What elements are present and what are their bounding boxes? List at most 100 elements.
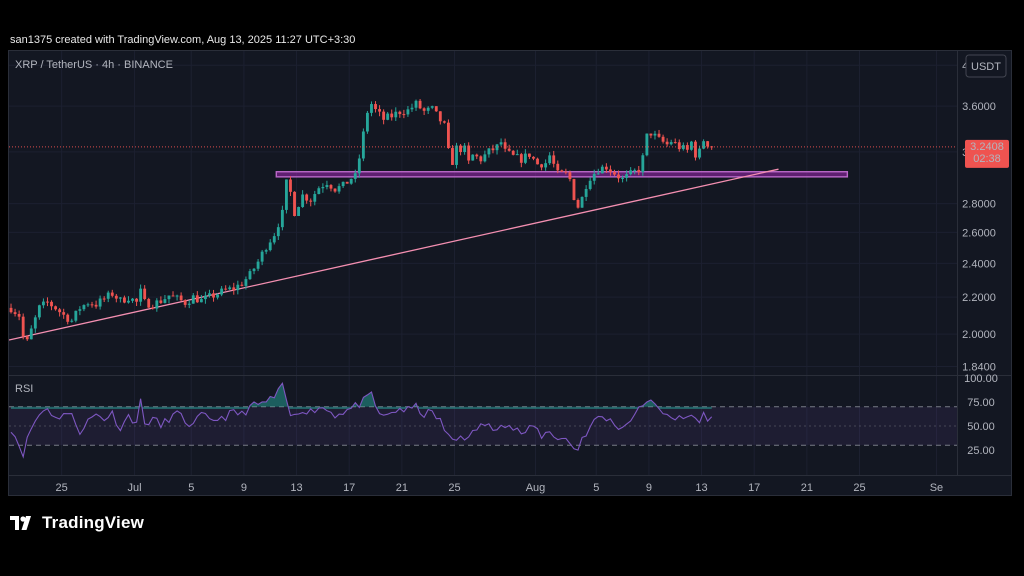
price-axis[interactable]: 4.00003.60003.20002.80002.60002.40002.20… <box>962 60 996 373</box>
rsi-pane <box>9 382 957 459</box>
candle-body <box>297 206 300 216</box>
candle-body <box>90 304 94 306</box>
candle-body <box>625 174 629 178</box>
candle-body <box>374 104 377 110</box>
candle-body <box>475 154 479 157</box>
candle-body <box>463 145 467 152</box>
candle-body <box>394 111 398 118</box>
candle-body <box>706 141 710 147</box>
grid-lines <box>9 51 957 475</box>
candle-body <box>147 299 151 308</box>
price-tick-8: 1.8400 <box>962 361 996 373</box>
candle-body <box>685 145 689 150</box>
candle-body <box>293 191 296 216</box>
chart-svg[interactable]: 4.00003.60003.20002.80002.60002.40002.20… <box>9 51 1011 495</box>
candle-body <box>673 142 677 144</box>
candle-body <box>515 154 519 156</box>
candle-body <box>325 185 329 188</box>
candle-body <box>33 317 37 329</box>
candle-body <box>430 106 434 108</box>
candle-body <box>94 304 98 307</box>
price-badge: 3.2408 02:38 <box>965 139 1009 168</box>
candle-body <box>42 301 45 306</box>
candle-body <box>661 136 665 142</box>
candle-body <box>114 295 118 299</box>
candle-body <box>195 295 199 303</box>
rsi-tick-2: 50.00 <box>967 421 995 433</box>
price-tick-5: 2.4000 <box>962 258 996 270</box>
time-tick-1: Jul <box>128 482 142 494</box>
candle-body <box>451 148 454 165</box>
candle-body <box>637 169 641 173</box>
candle-body <box>390 113 394 118</box>
symbol-title[interactable]: XRP / TetherUS · 4h · BINANCE <box>15 59 173 71</box>
candle-body <box>333 188 337 192</box>
candle-body <box>649 133 653 136</box>
candle-body <box>669 142 673 145</box>
candle-body <box>552 155 556 164</box>
rsi-tick-3: 25.00 <box>967 445 995 457</box>
candle-body <box>224 288 228 290</box>
candle-body <box>317 188 321 195</box>
candle-body <box>341 181 345 187</box>
candle-body <box>256 261 260 269</box>
candle-body <box>398 111 402 115</box>
trendline <box>9 168 779 341</box>
candle-body <box>564 171 568 173</box>
rsi-label[interactable]: RSI <box>15 383 33 395</box>
candle-body <box>98 298 102 307</box>
price-badge-countdown: 02:38 <box>973 153 1001 165</box>
candle-body <box>503 142 507 149</box>
candle-body <box>78 309 82 311</box>
currency-button[interactable]: USDT <box>965 54 1007 78</box>
candle-body <box>694 141 697 158</box>
candle-body <box>240 284 244 286</box>
candle-body <box>321 187 325 189</box>
candle-body <box>216 294 219 298</box>
candle-body <box>361 131 365 159</box>
candle-body <box>633 169 637 171</box>
candle-body <box>131 298 134 301</box>
candle-body <box>232 287 236 291</box>
candle-body <box>434 106 438 112</box>
chart-frame[interactable]: 4.00003.60003.20002.80002.60002.40002.20… <box>8 50 1012 496</box>
candle-body <box>447 122 450 149</box>
candle-body <box>118 297 122 299</box>
candle-body <box>467 145 471 161</box>
candle-body <box>191 295 195 304</box>
time-tick-4: 13 <box>290 482 302 494</box>
candle-body <box>426 107 430 111</box>
candle-body <box>479 156 483 162</box>
rsi-line <box>10 382 713 459</box>
candle-body <box>621 177 624 179</box>
rsi-axis[interactable]: 100.00 75.00 50.00 25.00 <box>964 373 998 457</box>
candle-body <box>248 271 252 280</box>
candle-body <box>204 295 207 300</box>
candle-body <box>21 316 25 337</box>
candle-body <box>536 158 539 165</box>
tradingview-logo[interactable]: TradingView <box>10 513 144 533</box>
candle-body <box>378 109 381 112</box>
candle-body <box>29 328 33 340</box>
candle-body <box>507 148 511 151</box>
candle-body <box>519 154 523 163</box>
candle-body <box>604 166 608 170</box>
candle-body <box>544 163 548 168</box>
candle-body <box>698 148 701 158</box>
time-tick-14: 25 <box>853 482 865 494</box>
candle-body <box>280 209 284 228</box>
time-tick-3: 9 <box>241 482 247 494</box>
candle-body <box>572 179 576 200</box>
candle-body <box>337 186 341 192</box>
candle-body <box>82 305 86 310</box>
candle-body <box>382 111 386 120</box>
time-axis[interactable]: 25 Jul 5 9 13 17 21 25 Aug 5 9 13 17 21 25 Se <box>56 482 944 494</box>
candle-body <box>46 301 49 303</box>
candle-body <box>665 141 669 145</box>
currency-button-label[interactable]: USDT <box>971 61 1001 73</box>
time-tick-5: 17 <box>343 482 355 494</box>
candle-body <box>309 200 313 202</box>
candle-body <box>681 145 685 150</box>
time-tick-2: 5 <box>188 482 194 494</box>
candle-body <box>37 305 41 318</box>
